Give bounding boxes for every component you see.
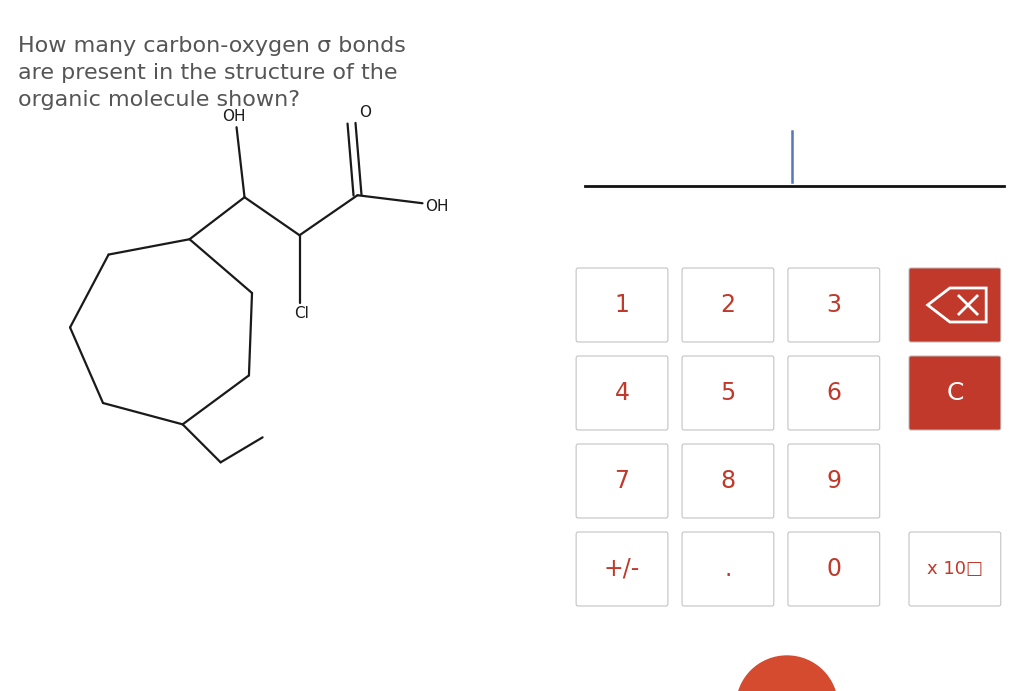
Text: .: .	[724, 557, 731, 581]
Text: organic molecule shown?: organic molecule shown?	[18, 90, 300, 110]
Text: 0: 0	[826, 557, 842, 581]
Text: 4: 4	[614, 381, 630, 405]
Circle shape	[736, 656, 838, 691]
FancyBboxPatch shape	[909, 356, 1000, 430]
Text: 6: 6	[826, 381, 842, 405]
Text: 8: 8	[720, 469, 735, 493]
FancyBboxPatch shape	[577, 532, 668, 606]
FancyBboxPatch shape	[577, 444, 668, 518]
Text: OH: OH	[426, 199, 449, 214]
FancyBboxPatch shape	[682, 532, 774, 606]
Text: C: C	[946, 381, 964, 405]
Text: 5: 5	[720, 381, 735, 405]
Text: 2: 2	[721, 293, 735, 317]
Text: 1: 1	[614, 293, 630, 317]
Text: OH: OH	[222, 109, 246, 124]
Text: Cl: Cl	[294, 306, 309, 321]
FancyBboxPatch shape	[909, 268, 1000, 342]
Text: 3: 3	[826, 293, 842, 317]
FancyBboxPatch shape	[787, 356, 880, 430]
FancyBboxPatch shape	[682, 356, 774, 430]
Text: are present in the structure of the: are present in the structure of the	[18, 63, 397, 83]
Text: 9: 9	[826, 469, 842, 493]
FancyBboxPatch shape	[787, 268, 880, 342]
Text: x 10□: x 10□	[927, 560, 983, 578]
Text: 7: 7	[614, 469, 630, 493]
FancyBboxPatch shape	[577, 268, 668, 342]
FancyBboxPatch shape	[682, 268, 774, 342]
Text: +/-: +/-	[604, 557, 640, 581]
Text: O: O	[359, 105, 372, 120]
FancyBboxPatch shape	[909, 532, 1000, 606]
FancyBboxPatch shape	[577, 356, 668, 430]
FancyBboxPatch shape	[787, 532, 880, 606]
Text: How many carbon-oxygen σ bonds: How many carbon-oxygen σ bonds	[18, 36, 406, 56]
FancyBboxPatch shape	[682, 444, 774, 518]
FancyBboxPatch shape	[787, 444, 880, 518]
